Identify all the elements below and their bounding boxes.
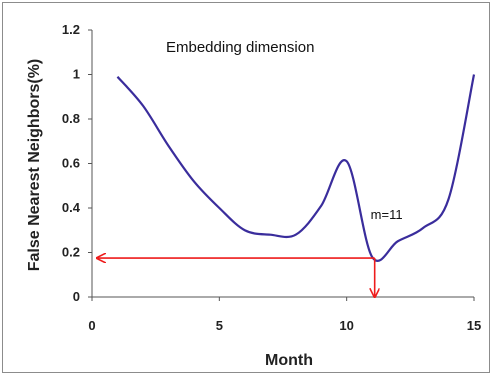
series-layer [117,74,474,260]
x-tick-label: 5 [216,318,223,333]
chart-svg: Embedding dimension False Nearest Neighb… [3,3,491,374]
x-tick-label: 10 [339,318,353,333]
axes [92,30,474,297]
y-tick-label: 1.2 [62,22,80,37]
y-tick-label: 0.6 [62,156,80,171]
annotation-layer: m=11 [98,207,403,296]
series-line [117,75,474,261]
chart-frame: Embedding dimension False Nearest Neighb… [2,2,490,373]
y-tick-label: 0.8 [62,111,80,126]
chart-title: Embedding dimension [166,39,314,56]
y-axis-title: False Nearest Neighbors(%) [26,59,43,272]
annotation-label: m=11 [371,207,403,222]
y-tick-label: 0 [73,289,80,304]
tick-labels: 0 0.2 0.4 0.6 0.8 1 1.2 0 5 10 15 [62,22,481,333]
y-tick-label: 0.2 [62,245,80,260]
x-tick-label: 0 [88,318,95,333]
x-axis-title: Month [265,352,313,369]
x-tick-label: 15 [467,318,481,333]
y-tick-label: 0.4 [62,200,81,215]
y-tick-label: 1 [73,67,80,82]
